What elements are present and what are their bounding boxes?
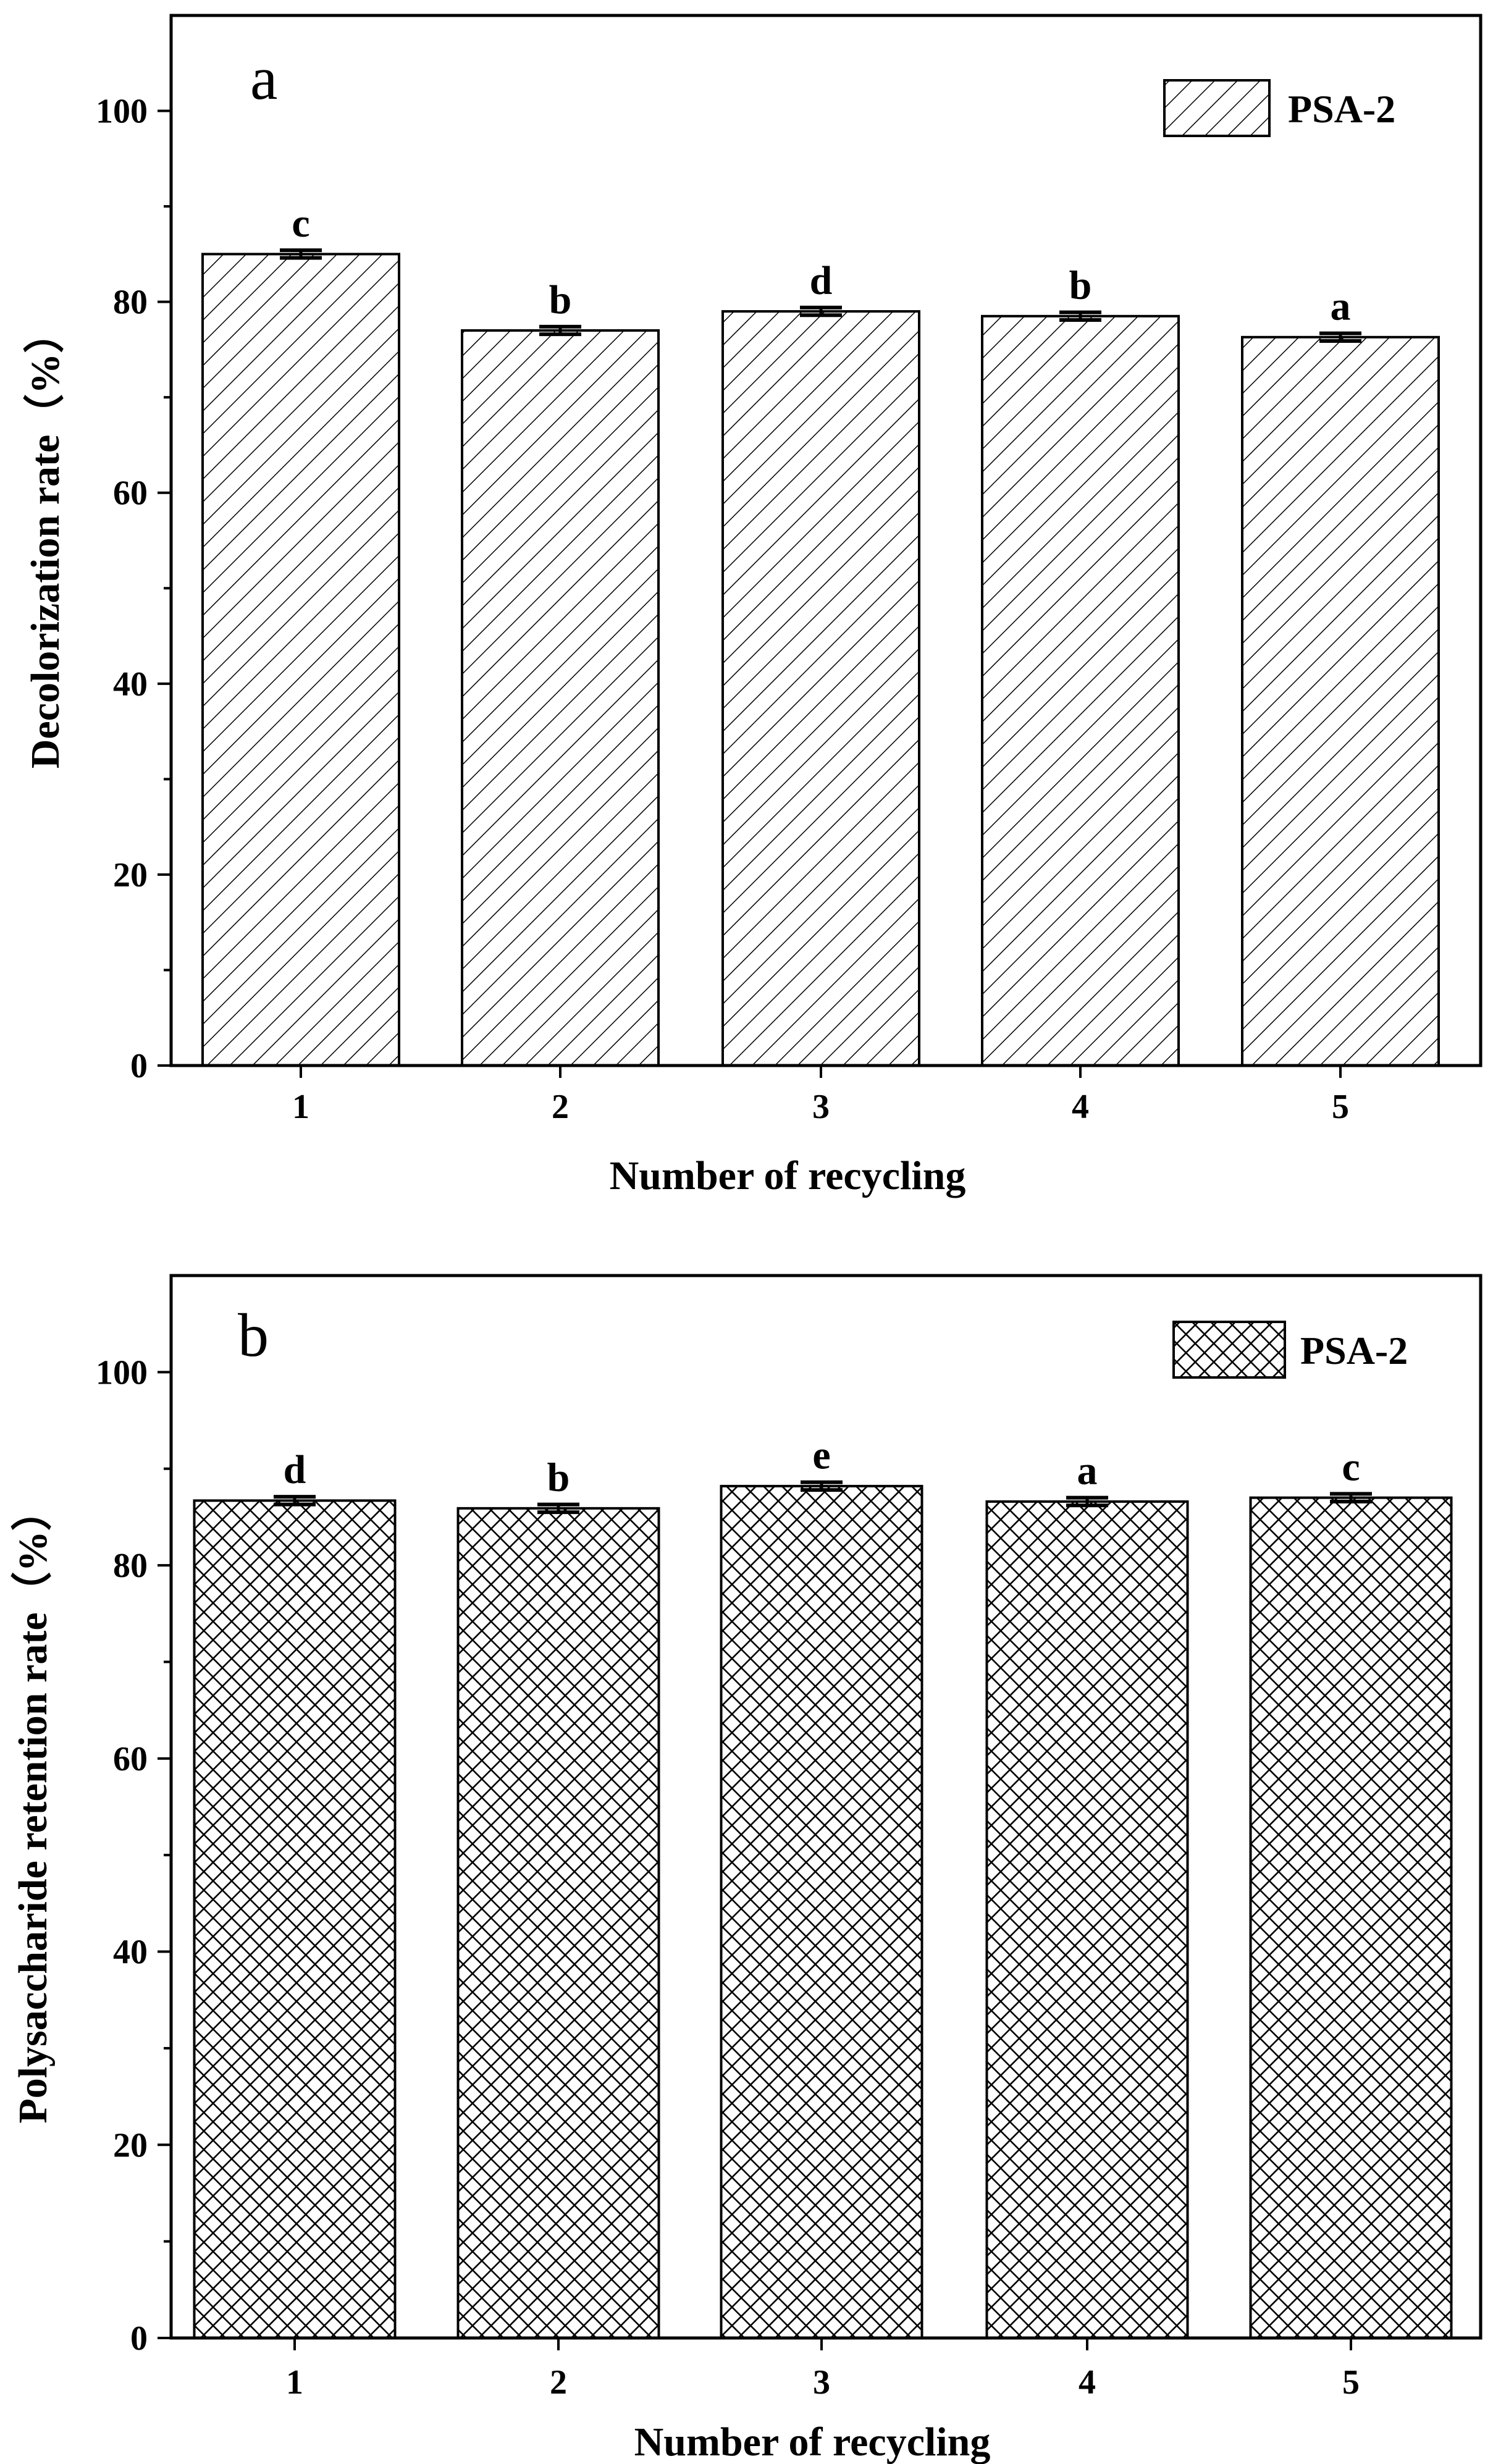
error-bar [1066, 1495, 1108, 1508]
y-tick-label: 20 [113, 856, 148, 894]
y-tick-label: 60 [113, 474, 148, 513]
error-bar [801, 1480, 843, 1492]
significance-label: b [547, 1455, 570, 1500]
bar [721, 310, 920, 1067]
error-bar [537, 1502, 579, 1515]
panel-a-letter: a [250, 44, 277, 112]
x-tick-label: 4 [1072, 1088, 1089, 1126]
x-tick-label: 3 [813, 2363, 830, 2402]
panel-b-frame [169, 1274, 1482, 2340]
y-tick-label: 80 [113, 1547, 148, 1585]
bar [1249, 1496, 1453, 2340]
y-tick-label: 100 [96, 1353, 148, 1392]
panel-a-x-ticks: 1 2 3 4 5 [292, 1066, 1349, 1126]
error-bar [280, 248, 322, 260]
bar [456, 1507, 660, 2340]
error-bar [1059, 310, 1101, 322]
y-tick-label: 40 [113, 1933, 148, 1972]
bar [981, 314, 1180, 1067]
x-tick-label: 3 [812, 1088, 830, 1126]
significance-label: a [1077, 1449, 1098, 1494]
significance-label: c [292, 201, 309, 246]
panel-a-x-axis-title: Number of recycling [610, 1153, 966, 1198]
panel-a-legend-label: PSA-2 [1288, 87, 1395, 131]
panel-a-legend: PSA-2 [1163, 79, 1395, 137]
error-bar [1319, 331, 1361, 343]
significance-label: d [810, 258, 833, 303]
y-tick-label: 60 [113, 1740, 148, 1778]
panel-a-frame [169, 14, 1482, 1067]
panel-b-x-ticks: 1 2 3 4 5 [286, 2338, 1360, 2402]
bar [461, 329, 660, 1067]
x-tick-label: 1 [286, 2363, 303, 2402]
panel-a-y-ticks: 0 20 40 60 80 100 [96, 93, 171, 1085]
x-tick-label: 2 [552, 1088, 569, 1126]
panel-b-bars [193, 1484, 1453, 2340]
significance-label: d [284, 1447, 306, 1492]
y-tick-label: 40 [113, 665, 148, 704]
panel-b-letter: b [238, 1301, 269, 1369]
y-tick-label: 0 [130, 1047, 148, 1085]
y-tick-label: 100 [96, 93, 148, 131]
significance-label: a [1331, 284, 1351, 329]
significance-label: b [549, 277, 572, 322]
significance-label: e [812, 1433, 830, 1478]
x-tick-label: 1 [292, 1088, 309, 1126]
significance-label: b [1069, 263, 1092, 308]
y-tick-label: 20 [113, 2126, 148, 2164]
panel-a-errorbars [280, 248, 1361, 343]
bar [201, 253, 400, 1067]
bar [985, 1500, 1189, 2339]
panel-b-y-axis-title: Polysaccharide retention rate（%） [10, 1490, 56, 2123]
panel-b-legend-swatch [1172, 1321, 1286, 1379]
panel-b-legend: PSA-2 [1172, 1321, 1408, 1379]
panel-a-legend-swatch [1163, 79, 1271, 137]
x-tick-label: 5 [1342, 2363, 1360, 2402]
panel-b-errorbars [274, 1480, 1372, 1515]
panel-b-y-ticks: 0 20 40 60 80 100 [96, 1353, 171, 2358]
bar [193, 1499, 397, 2340]
bar [1241, 335, 1440, 1067]
panel-a: c b d b a 0 20 40 60 80 100 1 2 3 4 5 a PSA-2 Number … [22, 14, 1482, 1198]
significance-label: c [1342, 1444, 1360, 1489]
panel-b-x-axis-title: Number of recycling [634, 2420, 991, 2464]
y-tick-label: 80 [113, 284, 148, 322]
x-tick-label: 5 [1332, 1088, 1349, 1126]
panel-b: d b e a c 0 20 40 60 80 100 1 2 3 4 5 b PSA-2 Number … [10, 1274, 1482, 2464]
x-tick-label: 2 [550, 2363, 567, 2402]
panel-a-sig-labels: c b d b a [292, 201, 1350, 329]
y-tick-label: 0 [130, 2319, 148, 2358]
panel-b-legend-label: PSA-2 [1300, 1329, 1408, 1373]
error-bar [274, 1495, 316, 1507]
panel-a-y-axis-title: Decolorization rate（%） [22, 313, 68, 769]
error-bar [1330, 1492, 1372, 1503]
panel-a-bars [201, 253, 1440, 1067]
bar [720, 1484, 923, 2340]
x-tick-label: 4 [1079, 2363, 1096, 2402]
error-bar [539, 324, 581, 337]
error-bar [800, 305, 842, 317]
